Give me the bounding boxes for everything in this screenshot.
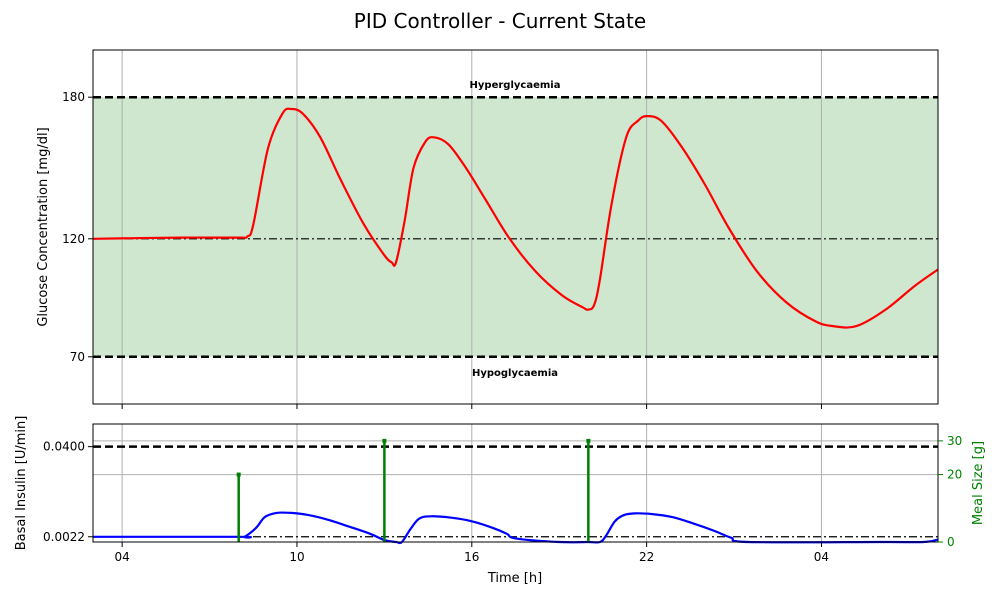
hypoglycaemia-label: Hypoglycaemia xyxy=(472,368,558,379)
time-x-tick-label-2: 16 xyxy=(464,550,479,564)
meal-marker-1 xyxy=(382,438,387,443)
time-x-tick-label-0: 04 xyxy=(114,550,129,564)
meal-marker-0 xyxy=(236,472,241,477)
insulin-y-ticks: 0.0022 0.0400 xyxy=(43,440,93,544)
insulin-meal-panel: 0.0022 0.0400 0 20 30 04 10 16 22 04 Basal Insu… xyxy=(14,416,986,586)
glucose-y-tick-label-1: 120 xyxy=(62,232,85,246)
glucose-y-ticks: 70 120 180 xyxy=(62,90,93,364)
meal-y-tick-label-2: 30 xyxy=(947,434,962,448)
insulin-plot-frame xyxy=(92,423,939,543)
time-x-tick-label-1: 10 xyxy=(289,550,304,564)
insulin-y-tick-label-1: 0.0400 xyxy=(43,440,85,454)
insulin-grid xyxy=(93,424,938,542)
glucose-y-tick-label-2: 180 xyxy=(62,90,85,104)
insulin-y-tick-label-0: 0.0022 xyxy=(43,530,85,544)
glucose-y-axis-label: Glucose Concentration [mg/dl] xyxy=(36,127,51,326)
glucose-plot-frame xyxy=(92,49,939,405)
glucose-panel: Hyperglycaemia Hypoglycaemia 70 120 180 Gl… xyxy=(36,49,939,409)
meal-y-ticks: 0 20 30 xyxy=(938,434,962,549)
target-range-band xyxy=(93,97,938,357)
meal-marker-2 xyxy=(586,438,591,443)
chart-title: PID Controller - Current State xyxy=(354,9,646,33)
hyperglycaemia-label: Hyperglycaemia xyxy=(470,80,561,91)
time-x-axis-label: Time [h] xyxy=(487,571,542,586)
glucose-y-tick-label-0: 70 xyxy=(70,350,85,364)
insulin-y-axis-label: Basal Insulin [U/min] xyxy=(14,416,29,551)
glucose-x-ticks xyxy=(121,404,822,409)
time-x-tick-label-3: 22 xyxy=(639,550,654,564)
meal-y-tick-label-1: 20 xyxy=(947,468,962,482)
meal-stems xyxy=(236,438,591,542)
meal-y-tick-label-0: 0 xyxy=(947,535,955,549)
time-x-tick-label-4: 04 xyxy=(814,550,829,564)
glucose-series-line xyxy=(92,107,939,329)
meal-y-axis-label: Meal Size [g] xyxy=(971,441,986,525)
time-x-ticks: 04 10 16 22 04 xyxy=(114,542,829,564)
insulin-series-line xyxy=(93,511,939,545)
